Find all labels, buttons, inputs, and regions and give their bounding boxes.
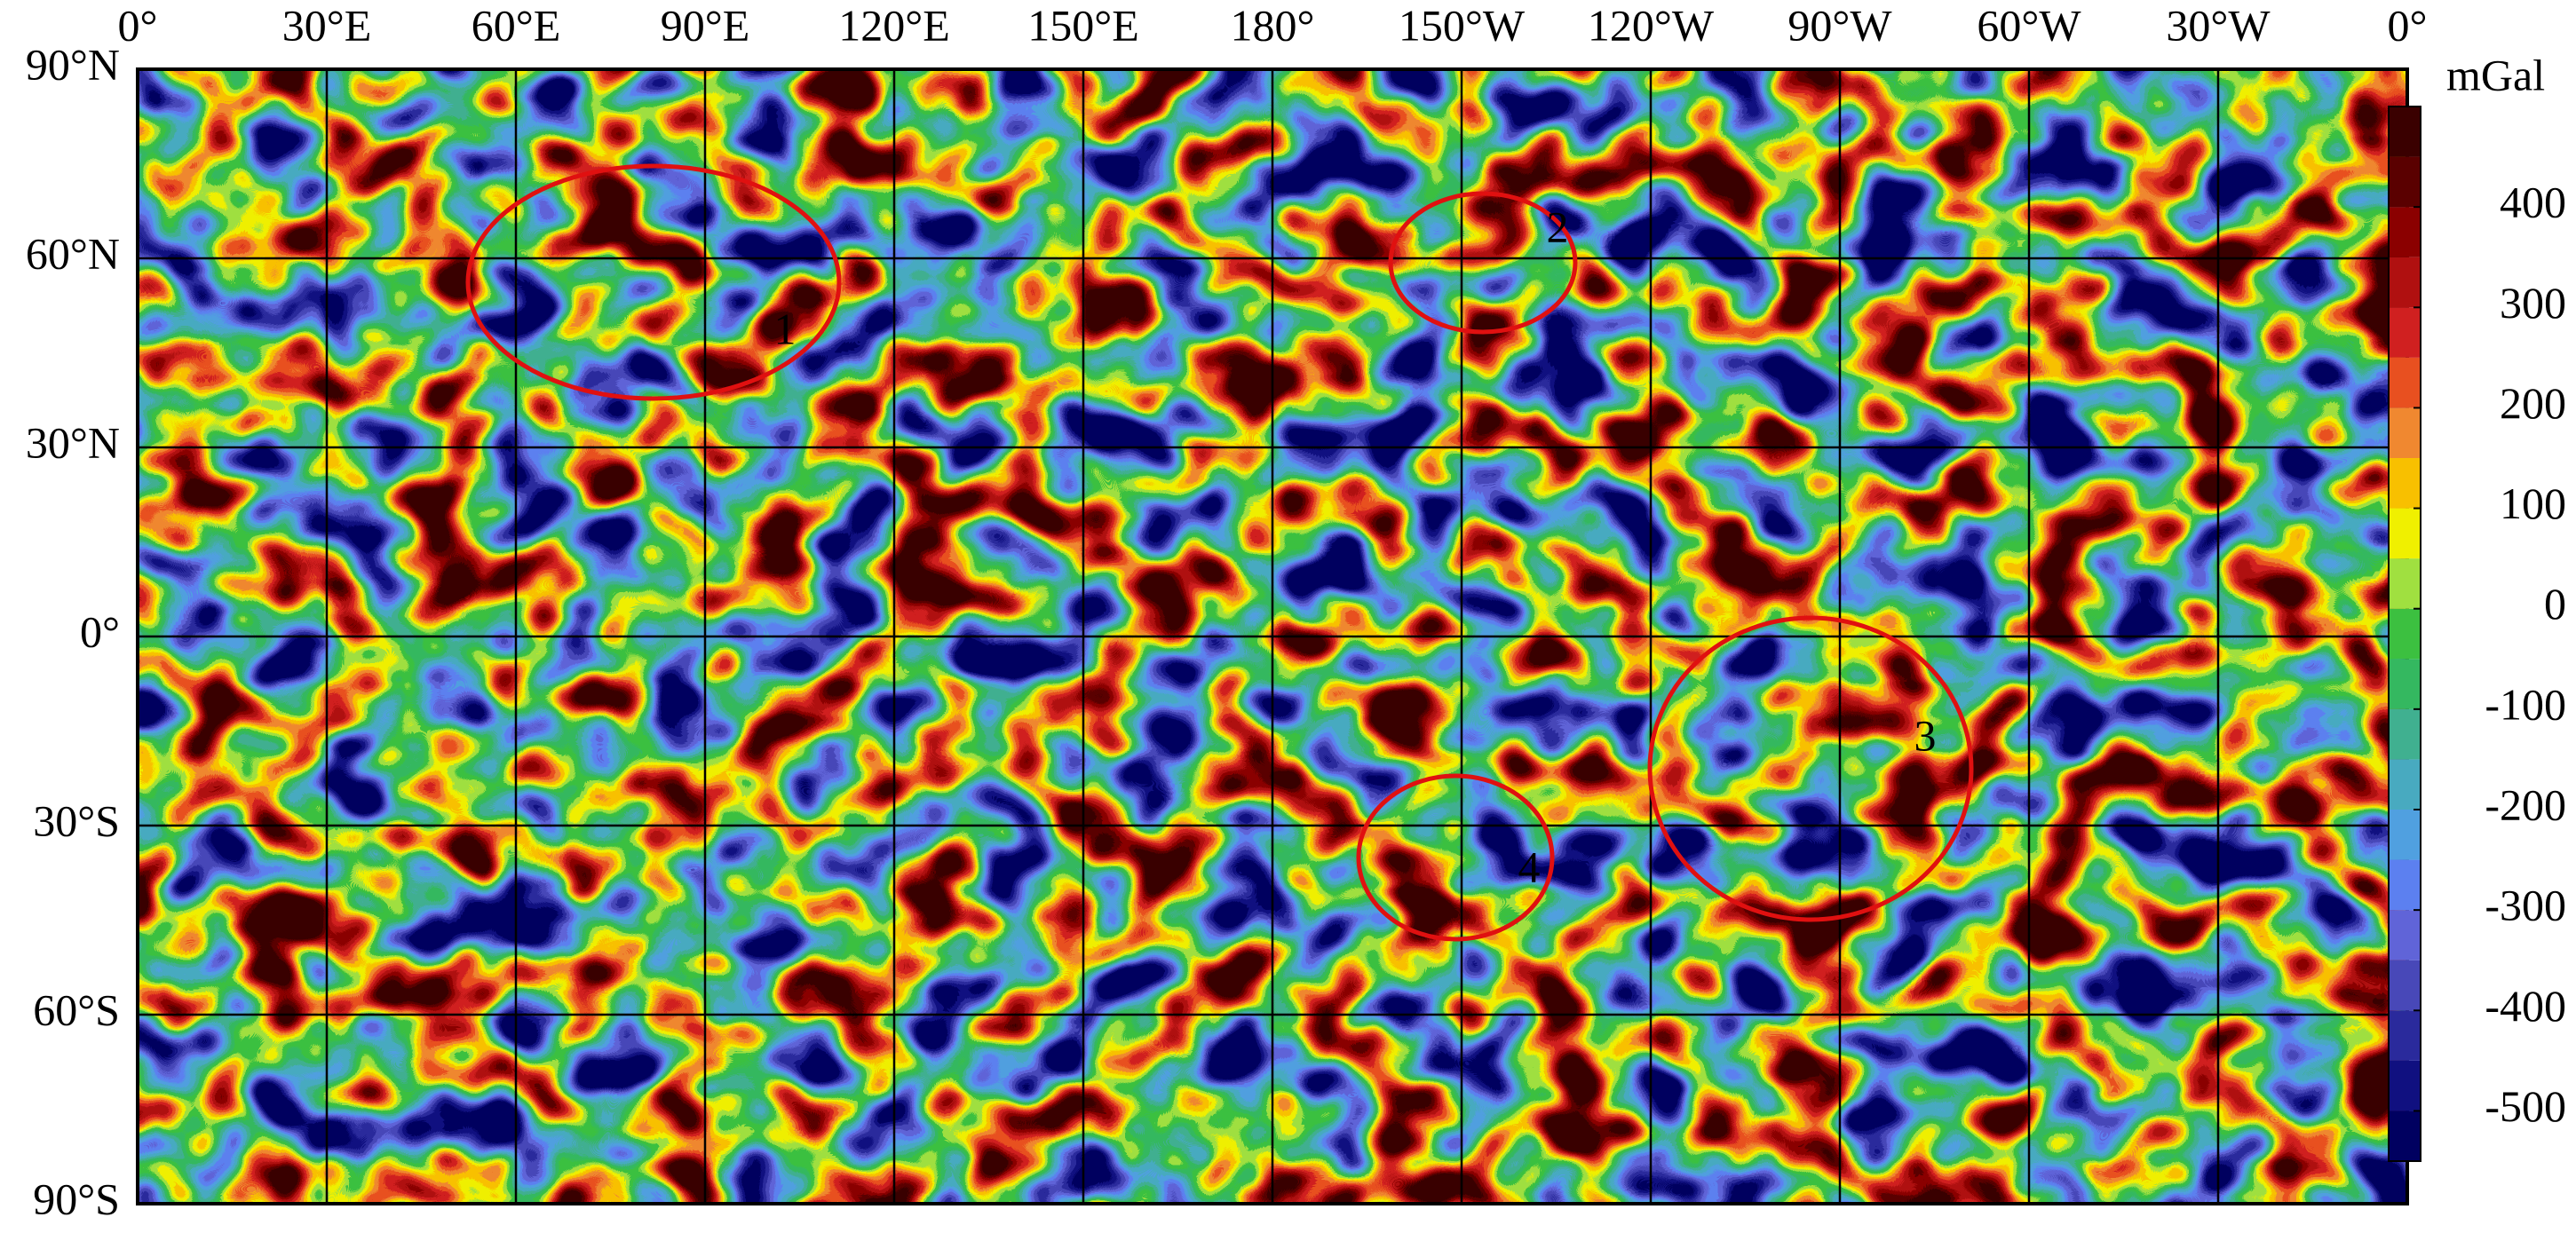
colorbar-tick-label: -200 bbox=[2485, 779, 2566, 829]
colorbar-tick-label: -100 bbox=[2485, 679, 2566, 729]
graticule bbox=[138, 69, 2407, 1204]
colorbar-swatch bbox=[2389, 1010, 2421, 1061]
colorbar-swatch bbox=[2389, 859, 2421, 911]
colorbar-swatch bbox=[2389, 960, 2421, 1011]
colorbar-swatch bbox=[2389, 659, 2421, 709]
colorbar-tick-label: 0 bbox=[2544, 579, 2566, 628]
colorbar-tick-label: -500 bbox=[2485, 1081, 2566, 1131]
colorbar-swatch bbox=[2389, 759, 2421, 810]
colorbar-swatch bbox=[2389, 708, 2421, 760]
longitude-label: 30°W bbox=[2166, 0, 2271, 50]
colorbar-swatch bbox=[2389, 357, 2421, 408]
longitude-label: 180° bbox=[1231, 0, 1315, 50]
colorbar-swatch bbox=[2389, 810, 2421, 860]
colorbar-swatch bbox=[2389, 407, 2421, 458]
colorbar-tick-label: 200 bbox=[2500, 378, 2566, 428]
colorbar-swatch bbox=[2389, 608, 2421, 660]
colorbar-tick-label: 300 bbox=[2500, 278, 2566, 328]
longitude-label: 0° bbox=[118, 0, 158, 50]
longitude-label: 90°E bbox=[661, 0, 750, 50]
annotations: 1 2 3 4 bbox=[465, 163, 1974, 942]
longitude-label: 60°W bbox=[1977, 0, 2081, 50]
colorbar-swatch bbox=[2389, 1111, 2421, 1161]
latitude-label: 90°S bbox=[33, 1174, 120, 1223]
colorbar-swatch bbox=[2389, 156, 2421, 208]
colorbar-tick-label: -300 bbox=[2485, 881, 2566, 930]
colorbar-swatch bbox=[2389, 458, 2421, 509]
annotation-circle bbox=[465, 163, 842, 401]
longitude-label: 150°E bbox=[1027, 0, 1139, 50]
colorbar-unit: mGal bbox=[2446, 50, 2545, 99]
annotation-circle bbox=[1388, 191, 1578, 335]
colorbar-swatch bbox=[2389, 508, 2421, 559]
colorbar-swatch bbox=[2389, 558, 2421, 609]
latitude-label: 60°S bbox=[33, 984, 120, 1034]
annotation-label: 4 bbox=[1518, 842, 1541, 891]
annotation-label: 1 bbox=[774, 304, 797, 353]
latitude-label: 30°S bbox=[33, 795, 120, 845]
colorbar: mGal 400 300 200 100 0 -100 -200 -300 -400 -500 bbox=[2388, 50, 2566, 1162]
latitude-label: 0° bbox=[80, 606, 120, 656]
colorbar-swatch bbox=[2389, 107, 2421, 157]
colorbar-frame bbox=[2388, 106, 2421, 1162]
longitude-label: 0° bbox=[2388, 0, 2428, 50]
latitude-label: 30°N bbox=[26, 417, 120, 467]
colorbar-tick-label: -400 bbox=[2485, 981, 2566, 1031]
annotation-circle bbox=[1647, 615, 1974, 922]
latitude-label: 90°N bbox=[26, 39, 120, 89]
colorbar-swatch bbox=[2389, 910, 2421, 960]
annotation-circle bbox=[1356, 773, 1555, 942]
longitude-label: 120°E bbox=[838, 0, 950, 50]
colorbar-swatch bbox=[2389, 1060, 2421, 1111]
longitude-label: 60°E bbox=[472, 0, 561, 50]
colorbar-swatch bbox=[2389, 257, 2421, 308]
annotation-label: 3 bbox=[1914, 710, 1937, 760]
colorbar-swatch bbox=[2389, 207, 2421, 257]
annotation-label: 2 bbox=[1547, 202, 1569, 251]
colorbar-swatch bbox=[2389, 307, 2421, 358]
colorbar-tick-label: 100 bbox=[2500, 478, 2566, 528]
colorbar-tick-label: 400 bbox=[2500, 178, 2566, 227]
latitude-label: 60°N bbox=[26, 228, 120, 278]
longitude-label: 150°W bbox=[1399, 0, 1526, 50]
longitude-label: 90°W bbox=[1787, 0, 1892, 50]
longitude-label: 30°E bbox=[282, 0, 372, 50]
longitude-label: 120°W bbox=[1588, 0, 1715, 50]
